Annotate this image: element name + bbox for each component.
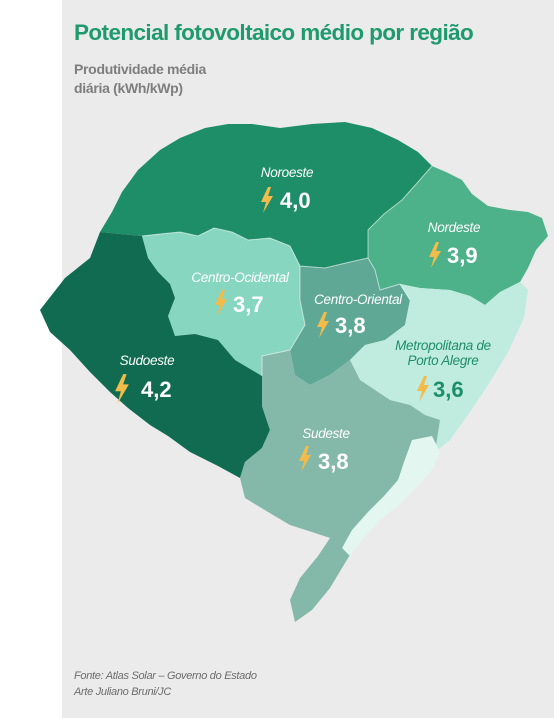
region-label-sudoeste: Sudoeste — [120, 353, 175, 368]
region-nordeste[interactable] — [368, 166, 548, 305]
region-value-metropolitana: 3,6 — [433, 377, 464, 402]
region-value-centro-ocidental: 3,7 — [233, 292, 264, 317]
map-title: Potencial fotovoltaico médio por região — [74, 20, 474, 45]
region-sudoeste[interactable] — [40, 232, 270, 478]
footer-credit: Arte Juliano Bruni/JC — [74, 686, 172, 698]
region-label-metropolitana: Porto Alegre — [408, 353, 479, 368]
region-borders — [141, 165, 433, 376]
region-label-centro-oriental: Centro-Oriental — [314, 292, 403, 307]
region-label-centro-ocidental: Centro-Ocidental — [191, 270, 290, 285]
footer-source: Fonte: Atlas Solar – Governo do Estado — [74, 670, 257, 682]
region-value-sudoeste: 4,2 — [141, 377, 172, 402]
region-sudeste[interactable] — [240, 350, 440, 622]
region-label-sudeste: Sudeste — [302, 426, 349, 441]
subtitle-line-2: diária (kWh/kWp) — [74, 80, 183, 96]
map-subtitle: Produtividade média diária (kWh/kWp) — [74, 60, 206, 98]
region-centro-oriental[interactable] — [290, 258, 410, 385]
map-footer: Fonte: Atlas Solar – Governo do Estado A… — [74, 668, 257, 700]
region-value-centro-oriental: 3,8 — [335, 313, 366, 338]
region-label-nordeste: Nordeste — [428, 220, 480, 235]
region-value-noroeste: 4,0 — [280, 188, 311, 213]
subtitle-line-1: Produtividade média — [74, 61, 206, 77]
region-label-noroeste: Noroeste — [261, 165, 313, 180]
region-value-sudeste: 3,8 — [318, 449, 349, 474]
region-metropolitana[interactable] — [350, 282, 528, 452]
region-value-nordeste: 3,9 — [447, 243, 478, 268]
lagoon-shape — [342, 436, 440, 556]
region-label-metropolitana: Metropolitana de — [395, 338, 491, 353]
